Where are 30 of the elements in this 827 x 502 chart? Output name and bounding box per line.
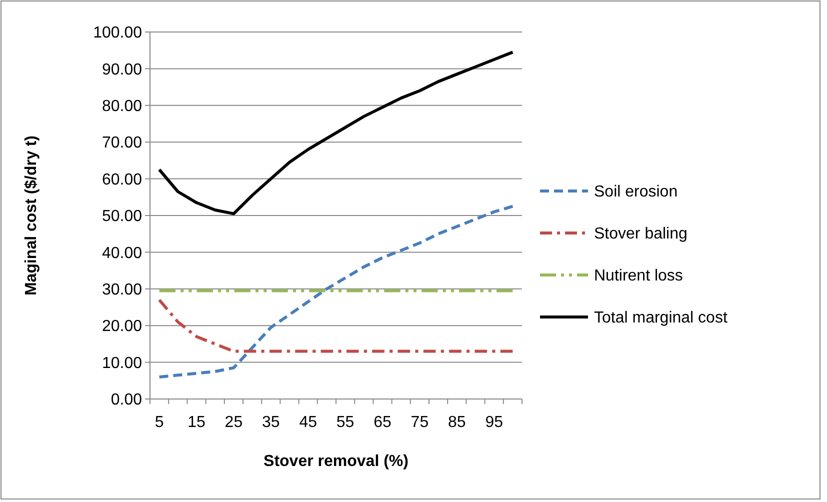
line-series — [158, 298, 514, 353]
x-tick-label: 5 — [154, 414, 164, 431]
x-tick-label: 85 — [448, 414, 466, 431]
x-tick-label: 55 — [336, 414, 354, 431]
x-tick-label: 95 — [485, 414, 504, 431]
y-tick-label: 90.00 — [102, 61, 142, 78]
line-series — [158, 50, 514, 216]
x-tick-label: 45 — [299, 414, 318, 431]
y-tick-label: 60.00 — [102, 171, 142, 188]
line-series — [158, 204, 514, 378]
x-tick-label: 15 — [188, 414, 206, 431]
x-tick-label: 25 — [224, 414, 243, 431]
y-tick-label: 0.00 — [110, 392, 142, 409]
legend-label: Total marginal cost — [594, 310, 728, 327]
legend-label: Stover baling — [594, 226, 688, 243]
y-tick-label: 30.00 — [102, 282, 142, 298]
legend-label: Nutirent loss — [594, 268, 683, 285]
y-axis-title: Maginal cost ($/dry t) — [23, 135, 40, 296]
x-axis-title: Stover removal (%) — [264, 453, 408, 470]
y-tick-label: 50.00 — [102, 208, 142, 226]
x-tick-label: 75 — [410, 414, 429, 431]
x-tick-label: 65 — [374, 414, 392, 431]
y-tick-label: 80.00 — [102, 98, 142, 115]
y-tick-label: 40.00 — [102, 244, 142, 262]
x-tick-label: 35 — [262, 414, 280, 431]
y-tick-label: 20.00 — [102, 318, 142, 336]
legend-label: Soil erosion — [594, 184, 678, 201]
y-tick-label: 70.00 — [102, 134, 142, 152]
y-tick-label: 10.00 — [102, 354, 142, 372]
y-tick-label: 100.00 — [93, 24, 142, 42]
